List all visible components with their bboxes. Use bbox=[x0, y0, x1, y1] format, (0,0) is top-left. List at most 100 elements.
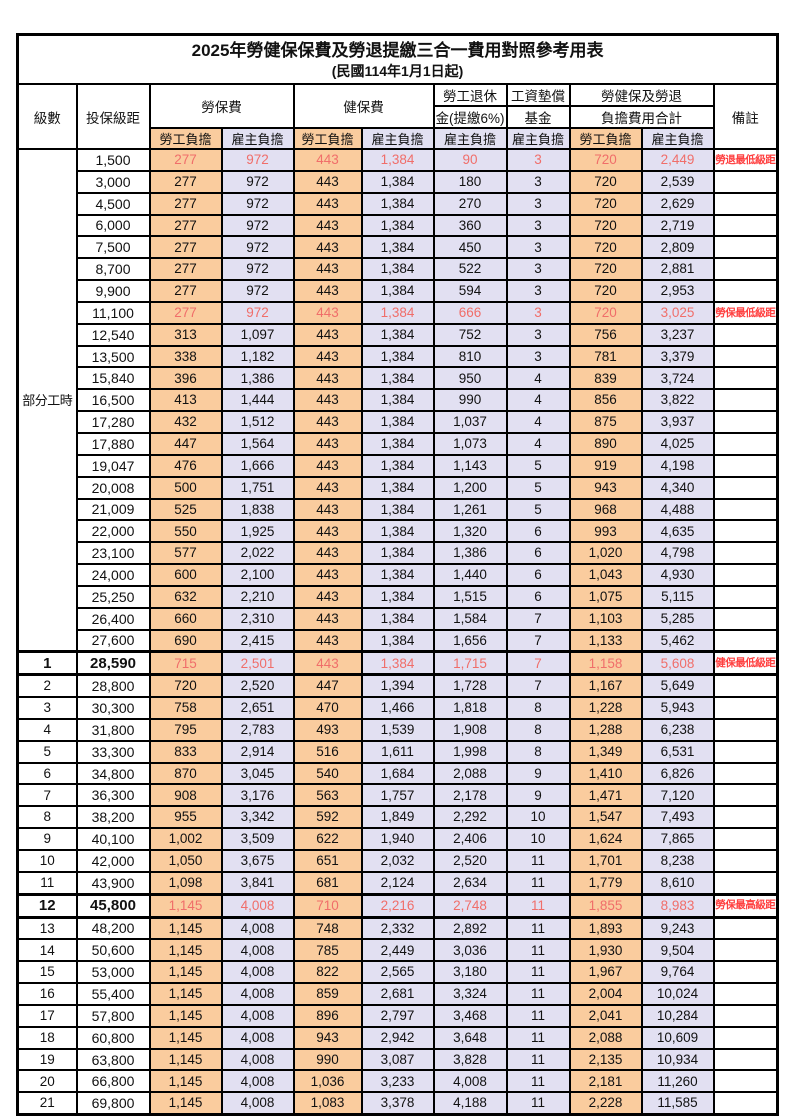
cell-health-employee: 943 bbox=[292, 1025, 363, 1050]
cell-total-employer: 5,285 bbox=[640, 606, 715, 631]
cell-labor-employee: 500 bbox=[148, 475, 223, 500]
cell-pension-employer: 1,715 bbox=[432, 650, 508, 677]
cell-total-employee: 2,181 bbox=[568, 1069, 643, 1094]
cell-bracket: 66,800 bbox=[75, 1069, 151, 1094]
cell-pension-employer: 1,998 bbox=[432, 739, 508, 764]
cell-bracket: 4,500 bbox=[75, 191, 151, 216]
table-row: 20,008 500 1,751 443 1,384 1,200 5 943 4,340 bbox=[18, 475, 779, 500]
cell-level: 5 bbox=[16, 739, 78, 764]
header-remark: 備註 bbox=[712, 83, 779, 150]
cell-labor-employee: 758 bbox=[148, 696, 223, 720]
cell-health-employee: 592 bbox=[292, 805, 363, 830]
cell-health-employer: 1,394 bbox=[360, 673, 435, 699]
cell-total-employee: 1,133 bbox=[568, 628, 643, 653]
cell-wage-fund-employer: 7 bbox=[505, 628, 571, 653]
cell-labor-employer: 4,008 bbox=[220, 1047, 295, 1072]
cell-wage-fund-employer: 4 bbox=[505, 431, 571, 456]
cell-bracket: 28,800 bbox=[75, 673, 151, 699]
cell-pension-employer: 180 bbox=[432, 169, 508, 194]
cell-total-employee: 720 bbox=[568, 257, 643, 282]
cell-total-employee: 993 bbox=[568, 519, 643, 544]
cell-labor-employer: 3,841 bbox=[220, 870, 295, 896]
cell-total-employer: 6,531 bbox=[640, 739, 715, 764]
cell-level: 15 bbox=[16, 960, 78, 985]
cell-total-employee: 919 bbox=[568, 453, 643, 478]
cell-level: 17 bbox=[16, 1003, 78, 1028]
cell-health-employer: 1,384 bbox=[360, 300, 435, 325]
cell-wage-fund-employer: 11 bbox=[505, 938, 571, 963]
cell-remark bbox=[712, 827, 779, 851]
header-level: 級數 bbox=[16, 83, 78, 150]
cell-labor-employee: 1,145 bbox=[148, 938, 223, 963]
table-row: 20 66,800 1,145 4,008 1,036 3,233 4,008 11 2,181… bbox=[16, 1069, 779, 1094]
cell-wage-fund-employer: 6 bbox=[505, 541, 571, 566]
cell-remark bbox=[712, 322, 779, 347]
table-row: 2 28,800 720 2,520 447 1,394 1,728 7 1,167 5,649 bbox=[16, 673, 779, 699]
cell-total-employee: 1,043 bbox=[568, 563, 643, 587]
cell-pension-employer: 1,440 bbox=[432, 563, 508, 587]
cell-pension-employer: 1,143 bbox=[432, 453, 508, 478]
cell-pension-employer: 90 bbox=[432, 148, 508, 172]
cell-total-employer: 7,120 bbox=[640, 783, 715, 808]
cell-remark bbox=[712, 628, 779, 653]
cell-total-employee: 1,167 bbox=[568, 673, 643, 699]
cell-pension-employer: 522 bbox=[432, 257, 508, 282]
cell-pension-employer: 594 bbox=[432, 279, 508, 303]
cell-labor-employee: 525 bbox=[148, 497, 223, 522]
cell-labor-employer: 2,415 bbox=[220, 628, 295, 653]
cell-health-employer: 3,087 bbox=[360, 1047, 435, 1072]
cell-health-employee: 443 bbox=[292, 519, 363, 544]
cell-total-employer: 10,609 bbox=[640, 1025, 715, 1050]
cell-level: 18 bbox=[16, 1025, 78, 1050]
cell-health-employer: 1,384 bbox=[360, 563, 435, 587]
cell-health-employer: 1,384 bbox=[360, 453, 435, 478]
table-title: 2025年勞健保保費及勞退提繳三合一費用對照參考用表 bbox=[191, 41, 604, 61]
cell-labor-employer: 4,008 bbox=[220, 960, 295, 985]
cell-health-employer: 2,216 bbox=[360, 892, 435, 919]
cell-remark bbox=[712, 805, 779, 830]
cell-total-employer: 9,504 bbox=[640, 938, 715, 963]
cell-pension-employer: 2,292 bbox=[432, 805, 508, 830]
cell-wage-fund-employer: 4 bbox=[505, 388, 571, 413]
cell-total-employer: 2,629 bbox=[640, 191, 715, 216]
cell-labor-employer: 1,666 bbox=[220, 453, 295, 478]
table-row: 17 57,800 1,145 4,008 896 2,797 3,468 11 2,041 10… bbox=[16, 1003, 779, 1028]
table-row: 7 36,300 908 3,176 563 1,757 2,178 9 1,471 7,120 bbox=[16, 783, 779, 808]
cell-labor-employee: 908 bbox=[148, 783, 223, 808]
cell-health-employer: 2,942 bbox=[360, 1025, 435, 1050]
cell-remark bbox=[712, 519, 779, 544]
table-row: 6,000 277 972 443 1,384 360 3 720 2,719 bbox=[18, 213, 779, 238]
table-row: 1 28,590 715 2,501 443 1,384 1,715 7 1,158 5,608 健… bbox=[16, 650, 779, 677]
cell-total-employee: 720 bbox=[568, 148, 643, 172]
cell-total-employee: 2,088 bbox=[568, 1025, 643, 1050]
cell-bracket: 63,800 bbox=[75, 1047, 151, 1072]
cell-pension-employer: 4,008 bbox=[432, 1069, 508, 1094]
cell-total-employee: 1,471 bbox=[568, 783, 643, 808]
cell-health-employer: 1,384 bbox=[360, 257, 435, 282]
table-row: 11,100 277 972 443 1,384 666 3 720 3,025 勞保最低級距 bbox=[18, 300, 779, 325]
cell-health-employer: 1,384 bbox=[360, 322, 435, 347]
table-row: 18 60,800 1,145 4,008 943 2,942 3,648 11 2,088 10… bbox=[16, 1025, 779, 1050]
part-time-label: 部分工時 bbox=[16, 148, 78, 653]
cell-labor-employee: 632 bbox=[148, 584, 223, 609]
table-row: 25,250 632 2,210 443 1,384 1,515 6 1,075 5,115 bbox=[18, 584, 779, 609]
cell-health-employer: 2,681 bbox=[360, 982, 435, 1006]
cell-total-employee: 1,075 bbox=[568, 584, 643, 609]
cell-labor-employee: 1,098 bbox=[148, 870, 223, 896]
cell-remark bbox=[712, 761, 779, 786]
fee-table: 2025年勞健保保費及勞退提繳三合一費用對照參考用表 (民國114年1月1日起)… bbox=[16, 33, 780, 1117]
cell-total-employer: 3,025 bbox=[640, 300, 715, 325]
cell-total-employer: 2,953 bbox=[640, 279, 715, 303]
cell-bracket: 27,600 bbox=[75, 628, 151, 653]
cell-total-employee: 1,779 bbox=[568, 870, 643, 896]
cell-bracket: 53,000 bbox=[75, 960, 151, 985]
cell-bracket: 31,800 bbox=[75, 717, 151, 742]
header-group-row-2: 金(提繳6%) 基金 負擔費用合計 bbox=[18, 105, 778, 129]
cell-health-employee: 443 bbox=[292, 257, 363, 282]
cell-health-employer: 1,384 bbox=[360, 279, 435, 303]
cell-wage-fund-employer: 11 bbox=[505, 1047, 571, 1072]
cell-total-employee: 1,624 bbox=[568, 827, 643, 851]
cell-wage-fund-employer: 3 bbox=[505, 322, 571, 347]
cell-health-employer: 1,384 bbox=[360, 366, 435, 391]
cell-labor-employee: 1,145 bbox=[148, 982, 223, 1006]
